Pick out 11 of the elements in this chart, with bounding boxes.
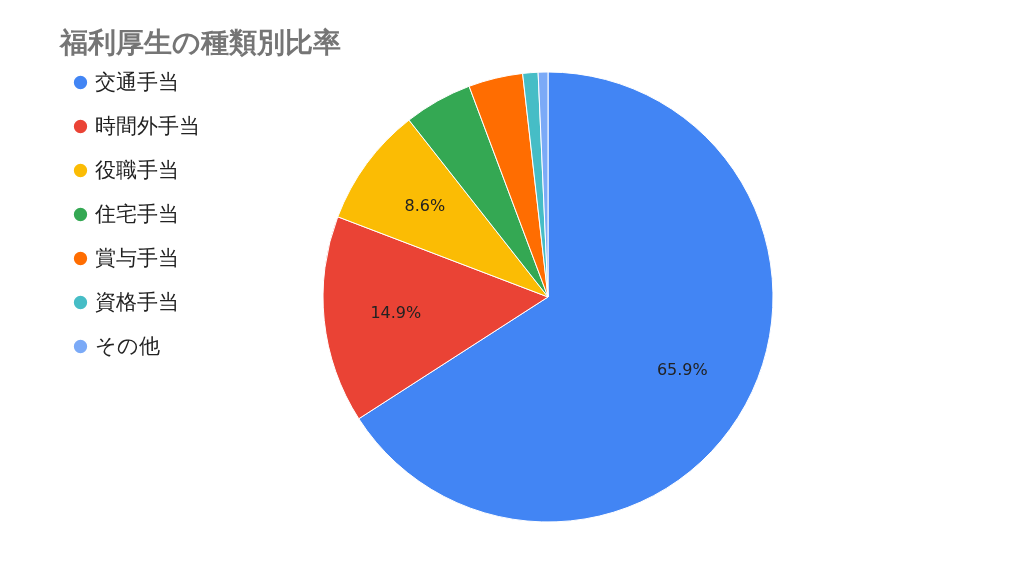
legend-label: 資格手当 xyxy=(95,289,179,314)
legend-label: 時間外手当 xyxy=(95,113,200,138)
data-label: 8.6% xyxy=(404,196,446,216)
legend-label: その他 xyxy=(95,333,160,358)
legend-label: 交通手当 xyxy=(95,69,179,94)
data-label: 65.9% xyxy=(656,360,708,380)
data-label: 14.9% xyxy=(370,302,422,322)
legend-label: 役職手当 xyxy=(95,157,179,182)
legend-label: 賞与手当 xyxy=(95,245,179,270)
chart-title: 福利厚生の種類別比率 xyxy=(58,26,341,59)
legend-label: 住宅手当 xyxy=(94,201,179,226)
